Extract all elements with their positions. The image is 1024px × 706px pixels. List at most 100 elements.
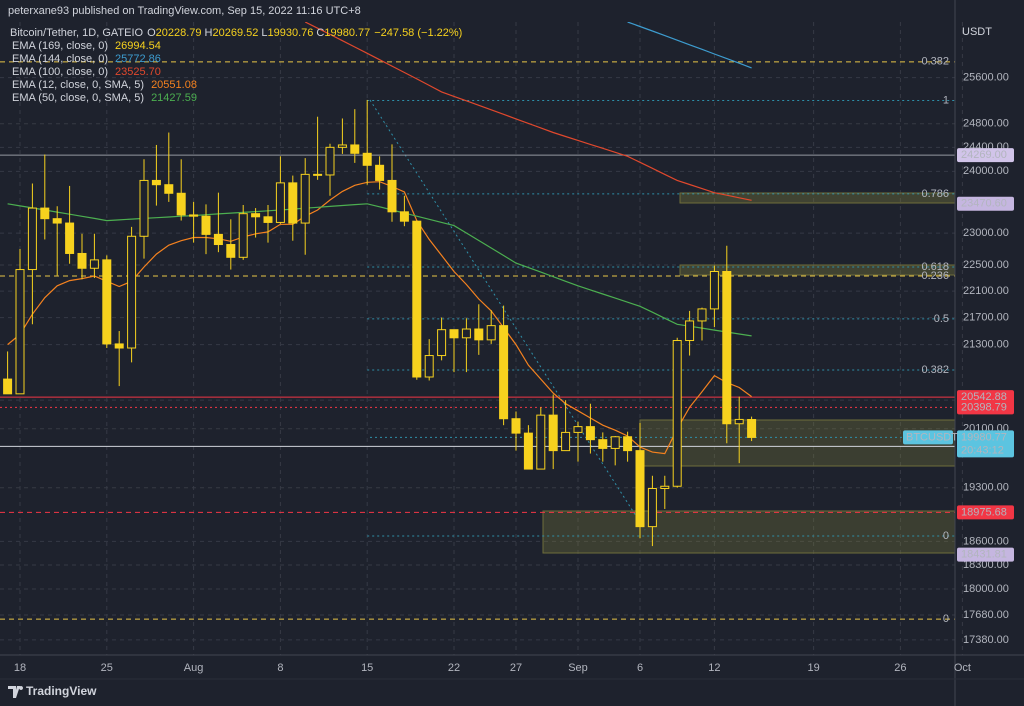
candle-body bbox=[709, 270, 719, 310]
candle-body bbox=[40, 207, 50, 220]
candle-body bbox=[313, 173, 323, 176]
candle-body bbox=[424, 355, 434, 378]
candle-body bbox=[399, 211, 409, 222]
symbol-tag bbox=[903, 430, 953, 445]
y-tick-label: 24000.00 bbox=[963, 165, 1009, 177]
candle-body bbox=[89, 259, 99, 269]
candle-body bbox=[350, 144, 360, 154]
price-tag-label: 18431.81 bbox=[961, 548, 1007, 560]
price-tag-label: 20398.79 bbox=[961, 401, 1007, 413]
logo bbox=[8, 686, 24, 698]
ohlc-letter: O bbox=[147, 27, 156, 39]
candle-body bbox=[697, 308, 707, 322]
candle-body bbox=[747, 419, 757, 438]
price-tag-label: 19980.77 bbox=[961, 431, 1007, 443]
candle-body bbox=[623, 436, 633, 452]
fib-label: 0.5 bbox=[934, 313, 949, 325]
candle-body bbox=[548, 414, 558, 452]
ema-line bbox=[627, 22, 752, 69]
y-tick-label: 21700.00 bbox=[963, 311, 1009, 323]
candle-body bbox=[437, 329, 447, 357]
legend-value: 23525.70 bbox=[115, 66, 161, 78]
candle-body bbox=[585, 426, 595, 441]
ema-line bbox=[7, 203, 752, 337]
fib-label: 0.786 bbox=[921, 188, 949, 200]
candle-body bbox=[672, 340, 682, 487]
ohlc-letter: C bbox=[316, 27, 324, 39]
candle-body bbox=[561, 431, 571, 452]
x-tick-label: 12 bbox=[708, 662, 720, 674]
legend-value: 25772.86 bbox=[115, 53, 161, 65]
y-tick-label: 18000.00 bbox=[963, 583, 1009, 595]
candle-body bbox=[151, 179, 161, 186]
legend-value: 26994.54 bbox=[115, 40, 161, 52]
ohlc-letter: H bbox=[205, 27, 213, 39]
price-tag bbox=[957, 148, 1014, 163]
candle-body bbox=[461, 328, 471, 339]
candle-body bbox=[114, 343, 124, 349]
y-tick-label: 22100.00 bbox=[963, 285, 1009, 297]
candle-body bbox=[213, 233, 223, 246]
candle-body bbox=[362, 152, 372, 166]
change: −247.58 (−1.22%) bbox=[374, 27, 462, 39]
legend-entry: EMA (50, close, 0, SMA, 5) 21427.59 bbox=[12, 92, 197, 104]
legend-name: EMA (100, close, 0) bbox=[12, 66, 108, 78]
candle-body bbox=[499, 325, 509, 420]
zone bbox=[639, 419, 956, 467]
ohlc-value: 20269.52 bbox=[212, 27, 258, 39]
candle-body bbox=[474, 328, 484, 341]
candle-body bbox=[387, 179, 397, 213]
x-tick-label: 19 bbox=[807, 662, 819, 674]
legend-value: 20551.08 bbox=[151, 79, 197, 91]
x-tick-label: 22 bbox=[448, 662, 460, 674]
ohlc-value: 19980.77 bbox=[324, 27, 370, 39]
candle-body bbox=[164, 184, 174, 194]
x-tick-label: Aug bbox=[184, 662, 204, 674]
candle-body bbox=[77, 252, 87, 269]
candle-body bbox=[226, 244, 236, 258]
fib-label: 0.236 bbox=[921, 270, 949, 282]
candle-body bbox=[3, 378, 13, 395]
candle-body bbox=[238, 213, 248, 258]
zones bbox=[369, 99, 956, 554]
x-tick-label: 6 bbox=[637, 662, 643, 674]
grid bbox=[0, 22, 963, 655]
y-tick-label: 25600.00 bbox=[963, 72, 1009, 84]
fib-label: 0.618 bbox=[921, 261, 949, 273]
candle-body bbox=[52, 218, 62, 224]
fib-label: 0 bbox=[943, 530, 949, 542]
candle-body bbox=[685, 320, 695, 342]
price-tag bbox=[957, 196, 1014, 211]
symbol: Bitcoin/Tether, 1D, GATEIO bbox=[10, 27, 144, 39]
legend-entry: EMA (169, close, 0) 26994.54 bbox=[12, 40, 161, 52]
y-tick-label: 17380.00 bbox=[963, 634, 1009, 646]
legend-value: 21427.59 bbox=[151, 92, 197, 104]
legend-entry: EMA (100, close, 0) 23525.70 bbox=[12, 66, 161, 78]
ema-line bbox=[304, 22, 752, 201]
ohlc-value: 20228.79 bbox=[156, 27, 202, 39]
legend-name: EMA (169, close, 0) bbox=[12, 40, 108, 52]
legend-name: EMA (12, close, 0, SMA, 5) bbox=[12, 79, 144, 91]
candle-body bbox=[734, 418, 744, 425]
y-tick-label: 17680.00 bbox=[963, 609, 1009, 621]
price-tag-label: 20542.88 bbox=[961, 391, 1007, 403]
candle-body bbox=[337, 144, 347, 148]
candle-body bbox=[300, 173, 310, 224]
candle-body bbox=[511, 418, 521, 434]
symbol-line: Bitcoin/Tether, 1D, GATEIO O20228.79 H2026… bbox=[10, 27, 462, 39]
candle-body bbox=[412, 220, 422, 378]
candle-body bbox=[660, 485, 670, 490]
price-tag bbox=[957, 430, 1014, 458]
price-axis: 25600.0024800.0024400.0024000.0023000.00… bbox=[957, 72, 1014, 646]
legend-entry: EMA (144, close, 0) 25772.86 bbox=[12, 53, 161, 65]
candle-body bbox=[288, 182, 298, 224]
x-tick-label: Oct bbox=[954, 662, 971, 674]
price-tag-label: 18975.68 bbox=[961, 506, 1007, 518]
y-tick-label: 18600.00 bbox=[963, 535, 1009, 547]
footer: TradingView bbox=[8, 684, 97, 698]
x-tick-label: 18 bbox=[14, 662, 26, 674]
x-tick-label: 25 bbox=[101, 662, 113, 674]
